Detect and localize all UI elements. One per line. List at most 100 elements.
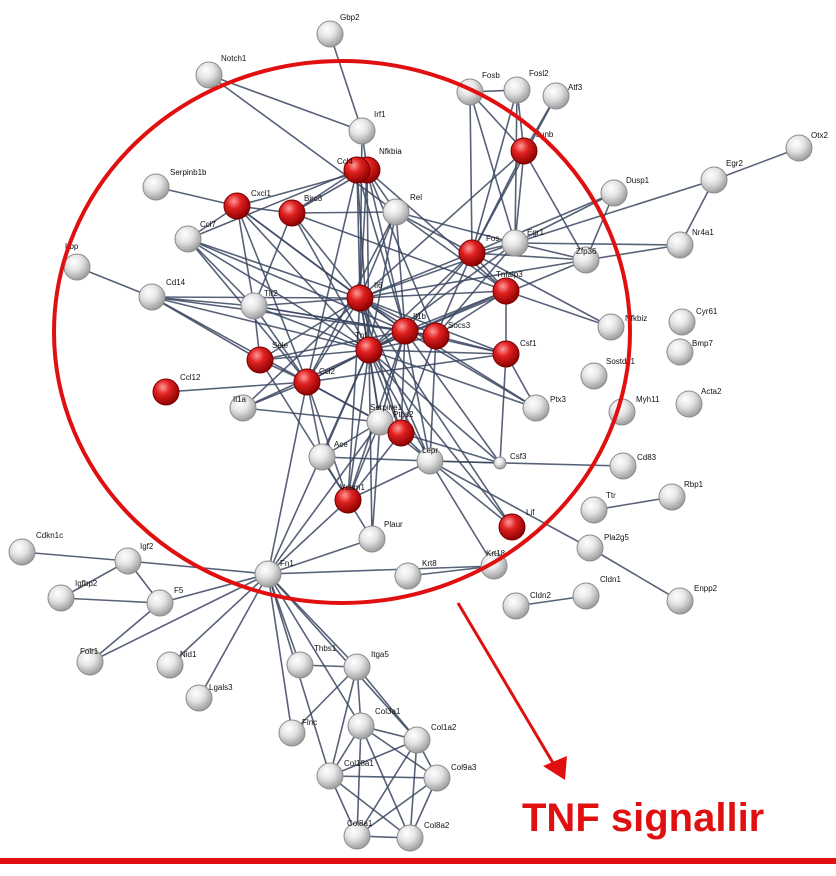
node-sphere-col1a2[interactable] — [403, 726, 431, 754]
node-sphere-cldn1[interactable] — [572, 582, 600, 610]
node-ptgs2[interactable]: Ptgs2 — [387, 410, 415, 447]
node-sphere-serpine1[interactable] — [366, 408, 394, 436]
node-sphere-nfkbiz[interactable] — [597, 313, 625, 341]
node-folr1[interactable]: Folr1 — [76, 647, 104, 676]
node-sphere-col18a1[interactable] — [316, 762, 344, 790]
node-atf3[interactable]: Atf3 — [542, 82, 583, 110]
node-lgals3[interactable]: Lgals3 — [185, 683, 233, 712]
node-krt8[interactable]: Krt8 — [394, 559, 437, 590]
node-serpinb1b[interactable]: Serpinb1b — [142, 168, 207, 201]
node-nfkbiz[interactable]: Nfkbiz — [597, 313, 647, 341]
node-sphere-sostdc1[interactable] — [580, 362, 608, 390]
node-igfbp2[interactable]: Igfbp2 — [47, 579, 98, 612]
node-lif[interactable]: Lif — [498, 508, 535, 541]
node-acta2[interactable]: Acta2 — [675, 387, 722, 418]
node-sphere-ccl2[interactable] — [293, 368, 321, 396]
node-thbs1[interactable]: Thbs1 — [286, 644, 337, 679]
node-lepr[interactable]: Lepr — [416, 446, 444, 475]
node-otx2[interactable]: Otx2 — [785, 131, 828, 162]
node-sphere-ccl4[interactable] — [343, 156, 371, 184]
node-sphere-cd14[interactable] — [138, 283, 166, 311]
node-cd83[interactable]: Cd83 — [609, 452, 657, 480]
node-cxcl1[interactable]: Cxcl1 — [223, 189, 272, 220]
node-sphere-col3a1[interactable] — [347, 712, 375, 740]
node-col8a2[interactable]: Col8a2 — [396, 821, 450, 852]
node-bmp7[interactable]: Bmp7 — [666, 338, 713, 366]
node-sphere-zfp36[interactable] — [572, 246, 600, 274]
node-sphere-csf1[interactable] — [492, 340, 520, 368]
node-pla2g5[interactable]: Pla2g5 — [576, 533, 629, 562]
node-sphere-lbp[interactable] — [63, 253, 91, 281]
node-tlr2[interactable]: Tlr2 — [240, 289, 278, 320]
node-sphere-tlr2[interactable] — [240, 292, 268, 320]
node-sphere-ttr[interactable] — [580, 496, 608, 524]
node-sphere-fos[interactable] — [458, 239, 486, 267]
node-sphere-thbs1[interactable] — [286, 651, 314, 679]
node-sphere-csf3[interactable] — [493, 456, 507, 470]
node-vcam1[interactable]: Vcam1 — [334, 483, 365, 514]
node-f5[interactable]: F5 — [146, 586, 184, 617]
node-egr1[interactable]: Egr1 — [501, 228, 544, 257]
node-sphere-igfbp2[interactable] — [47, 584, 75, 612]
node-serpine1[interactable]: Serpine1 — [366, 403, 403, 436]
node-sphere-cldn2[interactable] — [502, 592, 530, 620]
node-irf1[interactable]: Irf1 — [348, 110, 386, 145]
node-cldn2[interactable]: Cldn2 — [502, 591, 551, 620]
node-notch1[interactable]: Notch1 — [195, 54, 247, 89]
node-dusp1[interactable]: Dusp1 — [600, 176, 650, 207]
node-rel[interactable]: Rel — [382, 193, 422, 226]
node-sphere-socs3[interactable] — [422, 322, 450, 350]
node-sphere-f5[interactable] — [146, 589, 174, 617]
node-zfp36[interactable]: Zfp36 — [572, 246, 600, 274]
node-sphere-otx2[interactable] — [785, 134, 813, 162]
node-sphere-atf3[interactable] — [542, 82, 570, 110]
node-flnc[interactable]: Flnc — [278, 718, 317, 747]
node-sphere-fn1[interactable] — [254, 560, 282, 588]
node-gbp2[interactable]: Gbp2 — [316, 13, 360, 48]
node-itga5[interactable]: Itga5 — [343, 650, 389, 681]
node-ace[interactable]: Ace — [308, 440, 348, 471]
node-sphere-sele[interactable] — [246, 346, 274, 374]
node-sphere-ptx3[interactable] — [522, 394, 550, 422]
node-rbp1[interactable]: Rbp1 — [658, 480, 704, 511]
node-sele[interactable]: Sele — [246, 341, 289, 374]
node-sphere-nr4a1[interactable] — [666, 231, 694, 259]
node-sphere-gbp2[interactable] — [316, 20, 344, 48]
node-enpp2[interactable]: Enpp2 — [666, 584, 718, 615]
node-sphere-itga5[interactable] — [343, 653, 371, 681]
node-sostdc1[interactable]: Sostdc1 — [580, 357, 635, 390]
node-sphere-col8a1[interactable] — [343, 822, 371, 850]
node-sphere-cd83[interactable] — [609, 452, 637, 480]
node-sphere-folr1[interactable] — [76, 648, 104, 676]
node-sphere-tnfaip3[interactable] — [492, 277, 520, 305]
node-sphere-pla2g5[interactable] — [576, 534, 604, 562]
node-sphere-lgals3[interactable] — [185, 684, 213, 712]
node-ccl4[interactable]: Ccl4 — [337, 156, 371, 184]
node-sphere-egr1[interactable] — [501, 229, 529, 257]
node-sphere-notch1[interactable] — [195, 61, 223, 89]
node-sphere-acta2[interactable] — [675, 390, 703, 418]
node-il6[interactable]: Il6 — [346, 281, 383, 312]
node-birc3[interactable]: Birc3 — [278, 194, 323, 227]
node-fos[interactable]: Fos — [458, 234, 499, 267]
node-nr4a1[interactable]: Nr4a1 — [666, 228, 714, 259]
node-sphere-col8a2[interactable] — [396, 824, 424, 852]
node-col8a1[interactable]: Col8a1 — [343, 819, 373, 850]
node-sphere-plaur[interactable] — [358, 525, 386, 553]
node-sphere-lepr[interactable] — [416, 447, 444, 475]
node-ccl2[interactable]: Ccl2 — [293, 367, 336, 396]
node-col1a2[interactable]: Col1a2 — [403, 723, 457, 754]
node-col3a1[interactable]: Col3a1 — [347, 707, 401, 740]
node-sphere-lif[interactable] — [498, 513, 526, 541]
node-ptx3[interactable]: Ptx3 — [522, 394, 567, 422]
node-sphere-cxcl1[interactable] — [223, 192, 251, 220]
node-sphere-tnf[interactable] — [355, 336, 383, 364]
node-sphere-ccl7[interactable] — [174, 225, 202, 253]
node-fn1[interactable]: Fn1 — [254, 559, 294, 588]
node-ccl7[interactable]: Ccl7 — [174, 220, 217, 253]
node-cldn1[interactable]: Cldn1 — [572, 575, 621, 610]
node-col18a1[interactable]: Col18a1 — [316, 759, 374, 790]
node-egr2[interactable]: Egr2 — [700, 159, 743, 194]
node-sphere-dusp1[interactable] — [600, 179, 628, 207]
node-sphere-ccl12[interactable] — [152, 378, 180, 406]
